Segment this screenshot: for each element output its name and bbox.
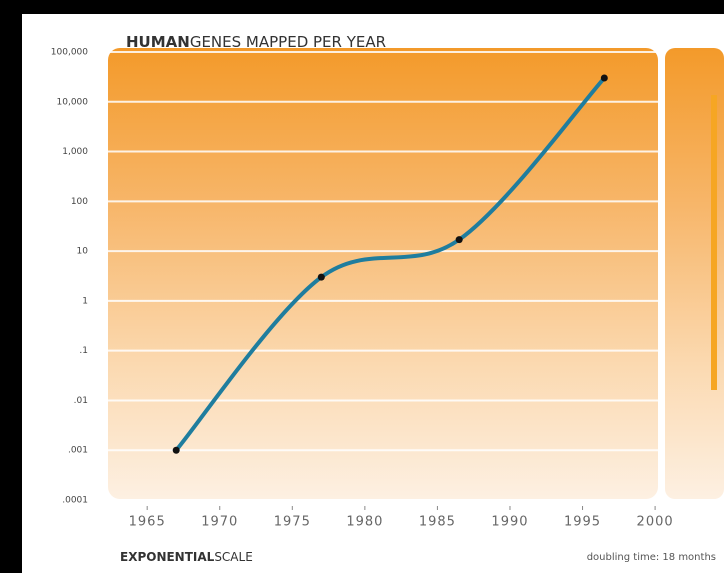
point: [317, 273, 325, 281]
y-tick-label: 10,000: [57, 97, 89, 107]
footer-bold: EXPONENTIAL: [120, 550, 215, 564]
x-tick-label: 1985: [419, 515, 456, 530]
y-tick-label: 1: [82, 296, 88, 306]
y-tick-label: .001: [68, 446, 88, 456]
title-bold: HUMAN: [126, 33, 190, 51]
title-rest: GENES MAPPED PER YEAR: [190, 33, 386, 51]
side-strip: [665, 48, 724, 499]
x-tick-label: 1990: [491, 515, 528, 530]
x-tick-label: 1965: [129, 515, 166, 530]
x-tick-label: 2000: [637, 515, 674, 530]
point: [600, 74, 608, 82]
y-tick-label: 10: [77, 247, 89, 257]
y-tick-label: .0001: [62, 496, 88, 506]
y-tick-label: .01: [74, 396, 88, 406]
x-tick-label: 1970: [201, 515, 238, 530]
point: [455, 236, 463, 244]
note: doubling time: 18 months: [587, 552, 716, 563]
y-tick-label: .1: [79, 346, 88, 356]
footer: EXPONENTIALSCALE: [120, 550, 253, 564]
chart-title: HUMANGENES MAPPED PER YEAR: [126, 33, 386, 51]
y-tick-label: 100: [71, 197, 88, 207]
plot-panel: [108, 48, 658, 499]
x-tick-label: 1975: [274, 515, 311, 530]
point: [172, 446, 180, 454]
footer-rest: SCALE: [214, 550, 252, 564]
line: [174, 76, 607, 453]
y-tick-label: 1,000: [62, 147, 88, 157]
y-tick-label: 100,000: [51, 48, 88, 58]
x-tick-label: 1980: [346, 515, 383, 530]
x-tick-label: 1995: [564, 515, 601, 530]
